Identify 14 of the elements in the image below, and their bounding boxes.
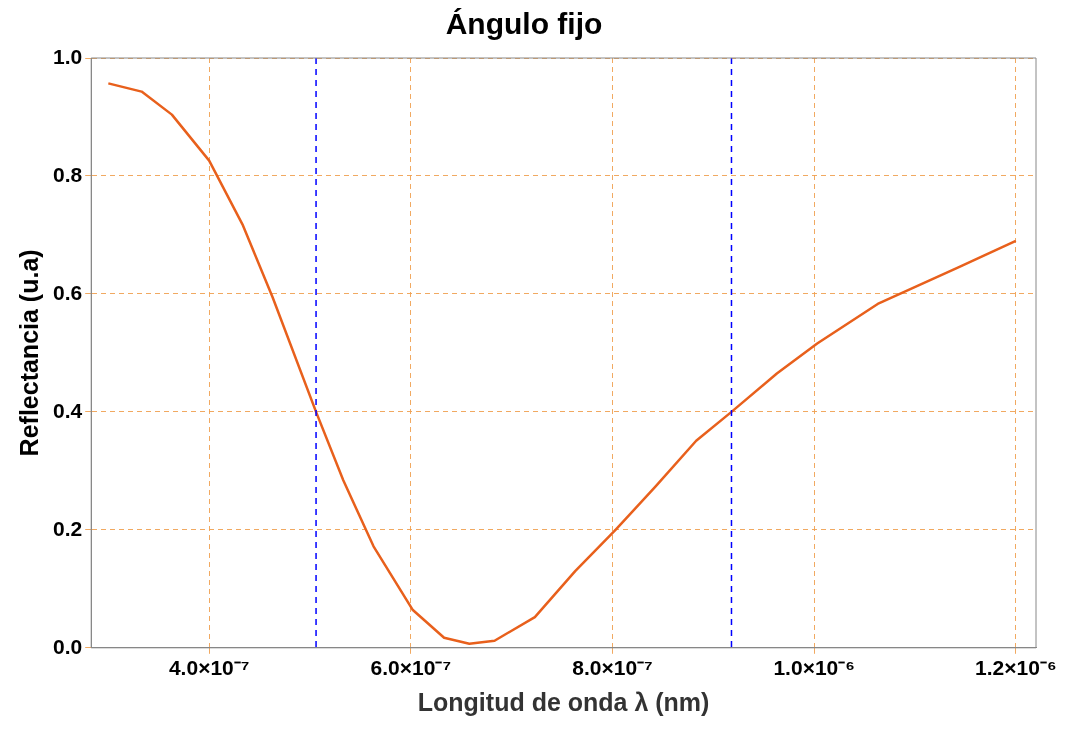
x-tick-label: 1.2×10⁻⁶	[975, 656, 1057, 680]
y-tick-label: 0.2	[52, 516, 83, 540]
x-tick-label: 6.0×10⁻⁷	[370, 656, 452, 680]
x-tick-label: 4.0×10⁻⁷	[168, 656, 250, 680]
y-tick-label: 0.4	[52, 398, 83, 422]
y-tick-label: 0.8	[52, 162, 83, 186]
y-axis-title: Reflectancia (u.a)	[14, 249, 43, 457]
y-tick-label: 0.0	[52, 634, 83, 658]
y-tick-label: 0.6	[52, 280, 83, 304]
x-axis-title: Longitud de onda λ (nm)	[417, 687, 710, 716]
y-tick-label: 1.0	[52, 44, 83, 68]
chart-title: Ángulo fijo	[445, 7, 603, 41]
x-tick-label: 8.0×10⁻⁷	[572, 656, 653, 680]
x-tick-label: 1.0×10⁻⁶	[773, 656, 855, 680]
